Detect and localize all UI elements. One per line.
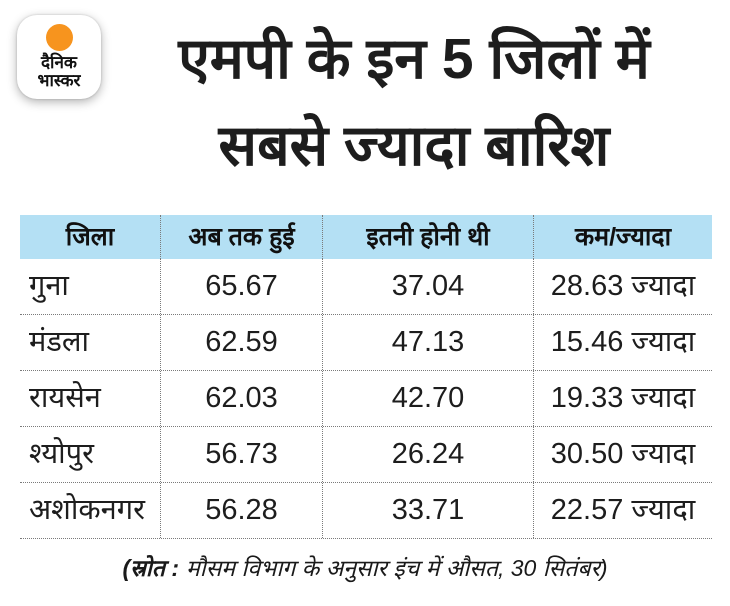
header-diff: कम/ज्यादा <box>533 215 712 259</box>
diff-cell: 30.50 ज्यादा <box>533 427 712 482</box>
table-row: रायसेन 62.03 42.70 19.33 ज्यादा <box>20 371 712 427</box>
source-note: (स्रोत : मौसम विभाग के अनुसार इंच में औसत… <box>0 551 730 583</box>
district-cell: रायसेन <box>29 382 101 414</box>
table-row: गुना 65.67 37.04 28.63 ज्यादा <box>20 259 712 315</box>
diff-cell: 28.63 ज्यादा <box>533 259 712 314</box>
source-text: मौसम विभाग के अनुसार इंच में औसत, 30 सित… <box>186 555 608 581</box>
expected-cell: 33.71 <box>322 483 533 538</box>
district-cell: गुना <box>29 270 69 302</box>
table-row: अशोकनगर 56.28 33.71 22.57 ज्यादा <box>20 483 712 539</box>
district-cell: अशोकनगर <box>29 494 145 526</box>
headline: एमपी के इन 5 जिलों में सबसे ज्यादा बारिश <box>110 16 718 190</box>
logo-text-line2: भास्कर <box>37 71 81 90</box>
headline-line1: एमपी के इन 5 जिलों में <box>178 27 650 91</box>
dainik-bhaskar-logo: दैनिक भास्कर <box>17 15 101 99</box>
actual-cell: 62.03 <box>160 371 322 426</box>
table-row: मंडला 62.59 47.13 15.46 ज्यादा <box>20 315 712 371</box>
sun-dot-icon <box>45 24 73 51</box>
actual-cell: 65.67 <box>160 259 322 314</box>
header-district: जिला <box>65 223 115 251</box>
diff-cell: 19.33 ज्यादा <box>533 371 712 426</box>
logo-text-line1: दैनिक <box>41 53 77 72</box>
expected-cell: 42.70 <box>322 371 533 426</box>
expected-cell: 37.04 <box>322 259 533 314</box>
diff-cell: 22.57 ज्यादा <box>533 483 712 538</box>
rainfall-table: जिला अब तक हुई इतनी होनी थी कम/ज्यादा गु… <box>20 215 712 539</box>
actual-cell: 56.73 <box>160 427 322 482</box>
district-cell: श्योपुर <box>29 438 94 470</box>
header-actual: अब तक हुई <box>160 215 322 259</box>
headline-line2: सबसे ज्यादा बारिश <box>218 114 610 178</box>
actual-cell: 56.28 <box>160 483 322 538</box>
table-row: श्योपुर 56.73 26.24 30.50 ज्यादा <box>20 427 712 483</box>
expected-cell: 47.13 <box>322 315 533 370</box>
header-expected: इतनी होनी थी <box>322 215 533 259</box>
expected-cell: 26.24 <box>322 427 533 482</box>
actual-cell: 62.59 <box>160 315 322 370</box>
table-header-row: जिला अब तक हुई इतनी होनी थी कम/ज्यादा <box>20 215 712 259</box>
diff-cell: 15.46 ज्यादा <box>533 315 712 370</box>
source-label: (स्रोत : <box>122 555 180 581</box>
district-cell: मंडला <box>29 326 90 358</box>
